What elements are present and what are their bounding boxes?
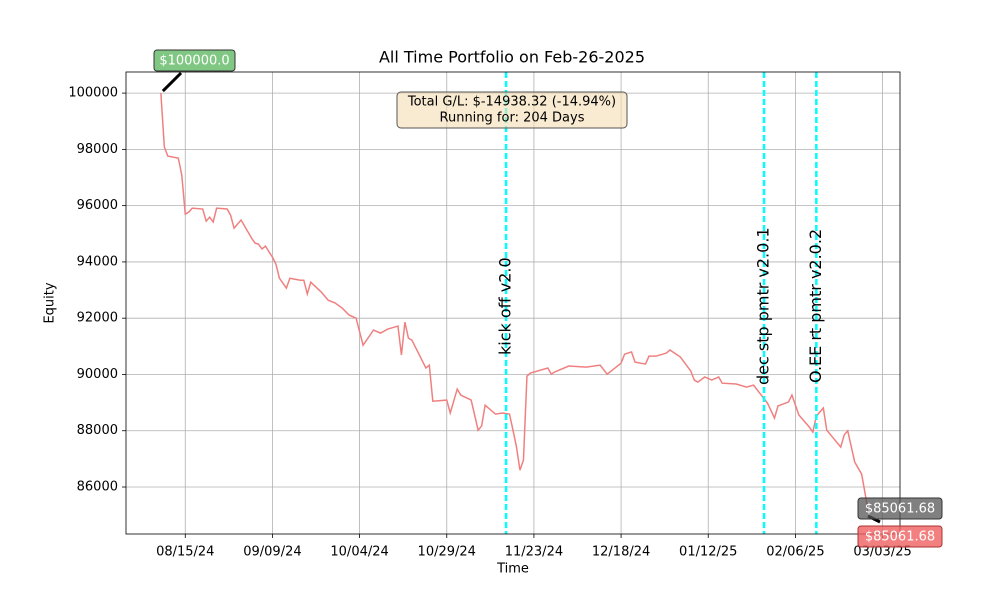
- annotation-arrow: [161, 71, 183, 93]
- equity-line: [160, 93, 870, 514]
- summary-box: [396, 91, 628, 129]
- x-tick-label: 10/04/24: [330, 545, 388, 560]
- end-label-box: [857, 497, 943, 520]
- event-label: kick off v2.0: [496, 257, 515, 355]
- plot-area: [126, 72, 900, 534]
- x-tick-label: 01/12/25: [679, 545, 737, 560]
- start-label: $100000.0: [159, 54, 229, 69]
- y-tick-label: 98000: [77, 142, 118, 157]
- x-tick-label: 11/23/24: [505, 545, 563, 560]
- x-tick-label: 10/29/24: [418, 545, 476, 560]
- y-axis-label: Equity: [43, 282, 58, 323]
- event-label: dec stp pmtr v2.0.1: [754, 227, 773, 385]
- y-tick-label: 86000: [77, 480, 118, 495]
- end-label: $85061.68: [865, 502, 935, 517]
- y-tick-label: 94000: [77, 254, 118, 269]
- start-label-box: [153, 49, 236, 72]
- x-tick-label: 12/18/24: [592, 545, 650, 560]
- y-tick-label: 96000: [77, 198, 118, 213]
- end-label: $85061.68: [865, 530, 935, 545]
- y-tick-label: 90000: [77, 367, 118, 382]
- x-tick-label: 08/15/24: [156, 545, 214, 560]
- x-tick-label: 02/06/25: [766, 545, 824, 560]
- y-tick-label: 88000: [77, 423, 118, 438]
- y-tick-label: 100000: [68, 86, 118, 101]
- event-label: O.EE rt pmtr v2.0.2: [806, 229, 825, 383]
- axes-frame: [125, 71, 901, 535]
- x-tick-label: 09/09/24: [243, 545, 301, 560]
- x-axis-label: Time: [496, 562, 529, 577]
- end-label-box: [857, 525, 943, 548]
- summary-text: Total G/L: $-14938.32 (-14.94%): [407, 95, 616, 110]
- x-tick-label: 03/03/25: [853, 545, 911, 560]
- y-tick-label: 92000: [77, 311, 118, 326]
- chart-title: All Time Portfolio on Feb-26-2025: [379, 48, 645, 67]
- summary-text: Running for: 204 Days: [440, 111, 585, 126]
